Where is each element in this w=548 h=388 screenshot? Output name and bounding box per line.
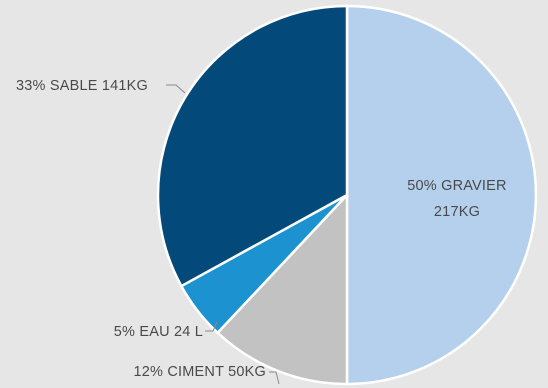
eau-label: 5% EAU 24 L bbox=[114, 324, 203, 340]
gravier-amount-label: 217KG bbox=[434, 204, 480, 220]
pie-slice-ciment bbox=[216, 193, 349, 386]
sable-leader-line bbox=[166, 84, 186, 94]
eau-leader-line bbox=[205, 321, 218, 332]
pie-slice-gravier bbox=[345, 4, 538, 386]
gravier-percent-label: 50% GRAVIER bbox=[407, 178, 506, 194]
ciment-label: 12% CIMENT 50KG bbox=[134, 364, 266, 380]
sable-label: 33% SABLE 141KG bbox=[16, 78, 148, 94]
leader-lines bbox=[166, 84, 280, 385]
ciment-leader-line bbox=[269, 371, 280, 385]
pie-slice-sable bbox=[156, 4, 349, 288]
pie-slices bbox=[156, 4, 538, 386]
